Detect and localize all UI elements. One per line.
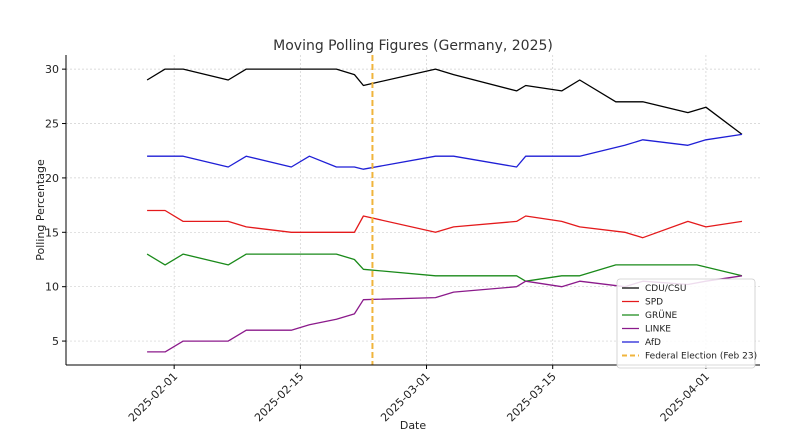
series-line-cdu-csu [146,68,743,135]
y-tick-label: 15 [45,226,59,239]
legend-label: LINKE [645,325,671,335]
y-tick-label: 5 [52,335,59,348]
x-tick-label: 2025-04-01 [658,370,712,424]
y-tick-label: 10 [45,281,59,294]
legend-label: CDU/CSU [645,284,686,294]
x-tick-label: 2025-02-15 [252,370,306,424]
y-axis-title: Polling Percentage [34,159,47,261]
series-line-afd [147,133,743,170]
x-tick-label: 2025-02-01 [126,370,180,424]
legend-label: GRÜNE [645,310,678,321]
x-tick-label: 2025-03-15 [504,370,558,424]
series-line-spd [147,209,743,239]
axes: 5 10 15 20 25 30 2025-02-01 2025-02-15 2025-03-0… [45,55,760,424]
legend-label: AfD [645,338,661,348]
x-axis-title: Date [400,419,427,432]
legend-box [616,278,756,369]
chart-title: Moving Polling Figures (Germany, 2025) [273,38,553,54]
y-tick-label: 25 [45,118,59,131]
legend-label: SPD [645,298,663,308]
legend: CDU/CSU SPD GRÜNE LINKE AfD Federal Election … [616,278,757,369]
legend-label: Federal Election (Feb 23) [645,352,757,362]
y-tick-label: 30 [45,63,59,76]
series-line-gr-ne [146,253,743,282]
y-tick-label: 20 [45,172,59,185]
x-tick-label: 2025-03-01 [378,370,432,424]
